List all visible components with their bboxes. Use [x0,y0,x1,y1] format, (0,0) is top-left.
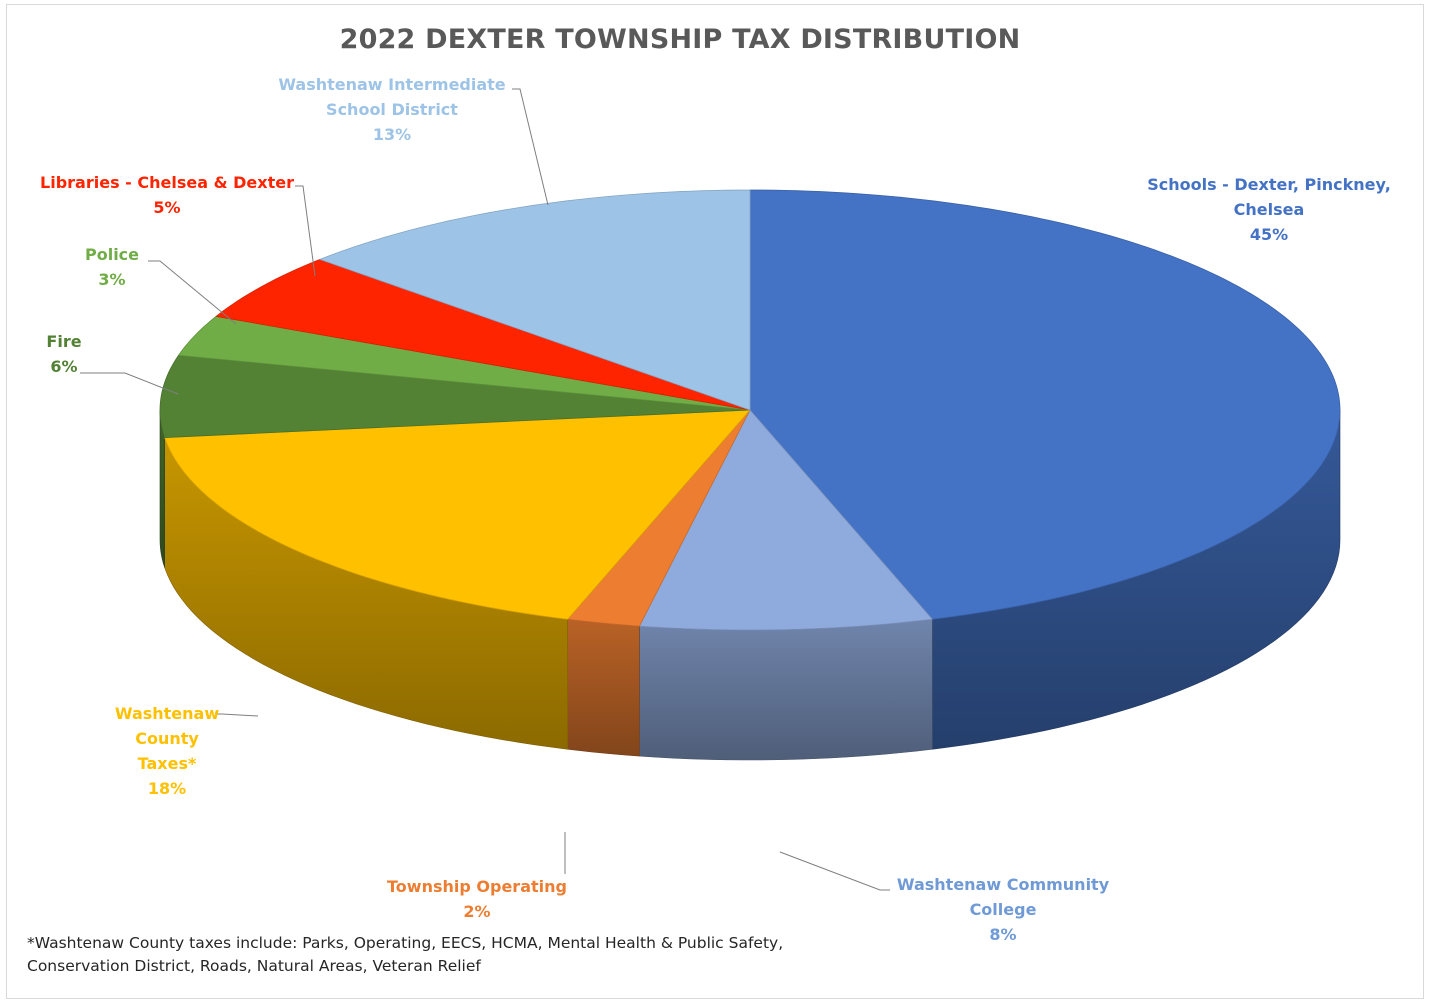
slice-label-line: Washtenaw Intermediate [278,75,506,94]
slice-label-line: Washtenaw Community [896,875,1110,894]
leader-line-wcc [779,851,890,891]
slice-label-libraries: Libraries - Chelsea & Dexter 5% [0,170,367,220]
slice-side-wcc [639,618,933,761]
slice-label-line: County [135,729,199,748]
leader-line-libraries [295,185,316,277]
slice-label-schools: Schools - Dexter, Pinckney, Chelsea 45% [1069,172,1432,247]
footnote: *Washtenaw County taxes include: Parks, … [27,932,783,978]
slice-percent-label: 8% [989,925,1017,944]
chart-title: 2022 DEXTER TOWNSHIP TAX DISTRIBUTION [339,24,1021,55]
slice-fire [159,354,751,438]
slice-label-county: Washtenaw County Taxes* 18% [0,701,367,801]
slice-percent-label: 2% [463,902,491,921]
slice-label-line: College [969,900,1037,919]
slice-police [177,315,751,411]
slice-label-line: Libraries - Chelsea & Dexter [40,173,294,192]
slice-side-township [567,618,640,757]
leader-line-wisd [512,88,549,206]
slice-wisd [318,189,751,411]
slice-label-police: Police 3% [0,242,312,292]
slice-label-wcc: Washtenaw Community College 8% [803,872,1203,947]
slice-label-line: School District [326,100,458,119]
slice-township [566,409,751,627]
slice-county [164,409,751,620]
leader-line-fire [80,372,179,395]
slice-label-fire: Fire 6% [0,329,264,379]
slice-percent-label: 6% [50,357,78,376]
slice-label-line: Police [84,245,140,264]
footnote-line-1: *Washtenaw County taxes include: Parks, … [27,934,784,952]
slice-percent-label: 13% [372,125,412,144]
slice-wcc [638,409,934,631]
slice-percent-label: 45% [1249,225,1289,244]
slice-label-line: Township Operating [387,877,567,896]
slice-label-line: Schools - Dexter, Pinckney, [1147,175,1391,194]
slice-label-line: Fire [46,332,82,351]
slice-label-line: Taxes* [137,754,197,773]
footnote-line-2: Conservation District, Roads, Natural Ar… [27,957,481,975]
slice-schools [749,189,1341,620]
leader-line-police [148,260,237,325]
slice-label-line: Washtenaw [114,704,220,723]
slice-percent-label: 3% [98,270,126,289]
leader-line-county [216,713,259,717]
slice-percent-label: 5% [153,198,181,217]
slice-label-line: Chelsea [1233,200,1305,219]
slice-percent-label: 18% [147,779,187,798]
slice-label-wisd: Washtenaw Intermediate School District 13% [192,72,592,147]
slice-label-township: Township Operating 2% [277,874,677,924]
slice-libraries [215,258,751,411]
